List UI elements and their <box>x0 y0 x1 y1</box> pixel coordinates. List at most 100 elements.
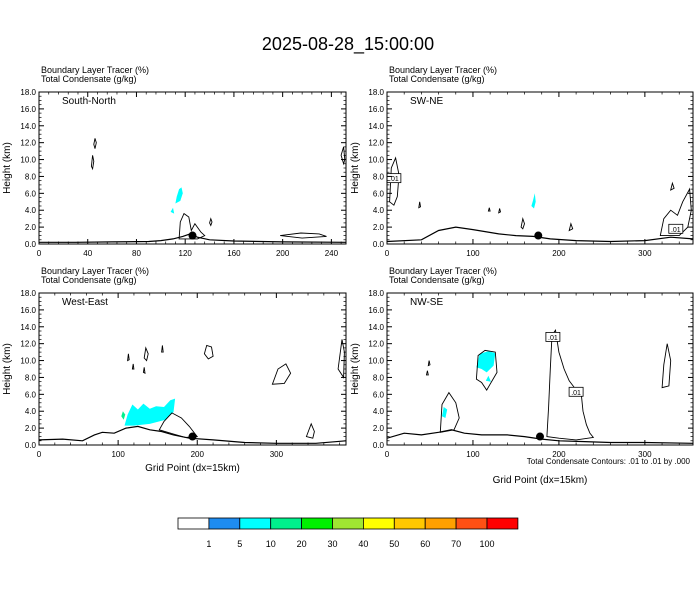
y-tick-label: 8.0 <box>25 373 37 382</box>
panel-subtitle-line1: Boundary Layer Tracer (%) <box>389 266 497 276</box>
y-tick-label: 2.0 <box>373 424 385 433</box>
plot-frame <box>38 91 347 245</box>
panel-label: SW-NE <box>410 96 443 107</box>
y-axis-label: Height (km) <box>2 343 13 395</box>
colorbar-swatch <box>455 517 488 530</box>
panel-subtitle-line1: Boundary Layer Tracer (%) <box>41 65 149 75</box>
condensate-contour <box>90 155 95 171</box>
condensate-contour <box>305 422 315 439</box>
colorbar-label: 5 <box>237 539 242 549</box>
y-tick-label: 0.0 <box>25 441 37 450</box>
y-tick-label: 2.0 <box>373 223 385 232</box>
condensate-contour <box>661 343 672 389</box>
terrain-line <box>387 226 693 243</box>
plot-area <box>387 156 693 243</box>
location-marker <box>188 432 197 441</box>
condensate-contour <box>418 201 421 209</box>
panel-nw-se: Boundary Layer Tracer (%) Total Condensat… <box>350 266 694 486</box>
panel-subtitle-line2: Total Condensate (g/kg) <box>41 74 137 84</box>
colorbar-swatch <box>239 517 272 530</box>
y-tick-label: 0.0 <box>25 240 37 249</box>
x-tick-label: 0 <box>37 249 42 258</box>
x-tick-label: 200 <box>552 450 566 459</box>
colorbar-label: 40 <box>358 539 368 549</box>
y-tick-label: 18.0 <box>20 289 36 298</box>
terrain-line <box>387 429 693 444</box>
x-tick-label: 300 <box>270 450 284 459</box>
y-tick-label: 4.0 <box>373 407 385 416</box>
y-tick-label: 8.0 <box>373 172 385 181</box>
condensate-contour <box>487 207 491 212</box>
tracer-shading <box>170 207 175 214</box>
condensate-contour <box>337 339 345 379</box>
condensate-contour <box>659 187 692 237</box>
terrain-line <box>39 425 346 444</box>
contour-label: .01 <box>548 335 558 342</box>
y-tick-label: 16.0 <box>20 306 36 315</box>
colorbar-label: 70 <box>451 539 461 549</box>
y-tick-label: 18.0 <box>20 88 36 97</box>
y-tick-label: 14.0 <box>368 323 384 332</box>
x-tick-label: 80 <box>132 249 141 258</box>
y-tick-label: 10.0 <box>20 357 36 366</box>
y-tick-label: 6.0 <box>25 390 37 399</box>
x-axis-label: Grid Point (dx=15km) <box>493 475 588 486</box>
y-tick-label: 8.0 <box>25 172 37 181</box>
tracer-shading <box>121 411 126 420</box>
plot-area <box>39 339 346 444</box>
y-tick-label: 6.0 <box>25 189 37 198</box>
condensate-contour <box>143 346 149 362</box>
y-tick-label: 2.0 <box>25 424 37 433</box>
tracer-shading <box>476 351 496 373</box>
colorbar-swatch <box>486 517 519 530</box>
tracer-shading <box>175 187 183 204</box>
condensate-contour <box>425 370 429 376</box>
condensate-contour <box>203 344 214 360</box>
colorbar-swatch <box>424 517 457 530</box>
x-tick-label: 0 <box>37 450 42 459</box>
contour-label: .01 <box>671 227 681 234</box>
condensate-contour <box>161 345 164 353</box>
panel-subtitle-line2: Total Condensate (g/kg) <box>389 74 485 84</box>
condensate-contour <box>271 363 292 385</box>
condensate-contour <box>475 349 498 391</box>
x-tick-label: 120 <box>179 249 193 258</box>
contour-label-box <box>545 332 561 342</box>
colorbar-swatch <box>301 517 333 530</box>
y-tick-label: 14.0 <box>20 323 36 332</box>
plot-frame <box>386 292 694 446</box>
location-marker <box>188 231 197 240</box>
colorbar-swatch <box>177 517 210 530</box>
y-tick-label: 12.0 <box>20 139 36 148</box>
condensate-contour <box>427 360 431 367</box>
panel-subtitle-line2: Total Condensate (g/kg) <box>41 275 137 285</box>
colorbar-swatch <box>270 517 303 530</box>
y-tick-label: 12.0 <box>368 340 384 349</box>
y-tick-label: 4.0 <box>25 206 37 215</box>
x-tick-label: 300 <box>638 450 652 459</box>
x-tick-label: 160 <box>227 249 241 258</box>
y-tick-label: 16.0 <box>368 306 384 315</box>
y-tick-label: 0.0 <box>373 240 385 249</box>
condensate-contour <box>520 216 525 230</box>
y-tick-label: 18.0 <box>368 88 384 97</box>
plot-frame <box>38 292 347 446</box>
x-tick-label: 100 <box>466 249 480 258</box>
contour-footnote: Total Condensate Contours: .01 to .01 by… <box>527 457 691 466</box>
condensate-contour <box>127 353 130 362</box>
condensate-contour <box>568 222 574 232</box>
condensate-contour <box>131 363 135 370</box>
contour-label-box <box>568 386 584 397</box>
contour-label-box <box>668 223 684 234</box>
y-tick-label: 6.0 <box>373 390 385 399</box>
panel-sw-ne: Boundary Layer Tracer (%)Total Condensat… <box>350 65 694 258</box>
condensate-contour <box>439 391 460 433</box>
y-tick-label: 18.0 <box>368 289 384 298</box>
colorbar-swatch <box>332 517 364 530</box>
condensate-contour <box>280 232 327 239</box>
y-tick-label: 16.0 <box>20 105 36 114</box>
y-tick-label: 8.0 <box>373 373 385 382</box>
x-tick-label: 0 <box>385 450 390 459</box>
y-tick-label: 10.0 <box>20 156 36 165</box>
